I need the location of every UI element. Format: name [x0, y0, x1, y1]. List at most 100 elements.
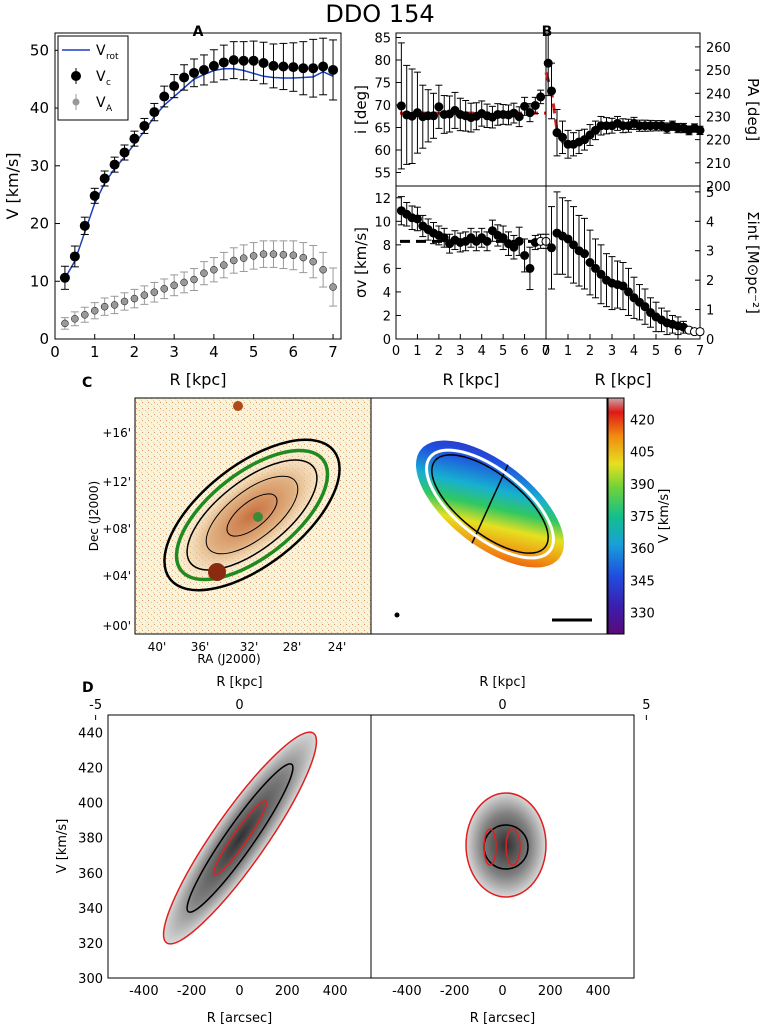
y-tick-label: 380 [78, 832, 103, 847]
y-tick-label: 30 [30, 157, 49, 175]
colorbar-tick-label: 420 [630, 413, 655, 428]
x-axis-label: R [kpc] [443, 370, 500, 389]
va-point [71, 315, 79, 323]
x-tick-label: 3 [456, 344, 464, 359]
vc-point [218, 57, 229, 68]
va-point [110, 301, 119, 309]
va-point [319, 265, 327, 274]
panel-d-label: D [82, 680, 94, 696]
vc-point [89, 190, 100, 201]
x-tick-label: 2 [130, 343, 140, 361]
vc-point [328, 64, 339, 75]
legend-label: V [96, 95, 106, 111]
colorbar-tick-label: 330 [630, 607, 655, 622]
data-point [547, 86, 556, 96]
y-tick-label: 440 [78, 727, 103, 742]
subplot-frame [545, 32, 701, 187]
y-tick-label: 5 [706, 186, 714, 201]
legend-sub: A [106, 104, 113, 114]
va-point [249, 252, 258, 260]
dec-axis-label: Dec (J2000) [87, 481, 101, 551]
va-point [220, 261, 228, 269]
y-tick-label: 10 [30, 272, 49, 290]
y-tick-label: 60 [374, 144, 391, 159]
subplot-B_pa: 200 210 220 230 240 250 260 PA [deg] [543, 32, 760, 195]
y-axis-label: V [km/s] [3, 152, 22, 219]
data-point [569, 240, 578, 250]
va-point [210, 265, 218, 274]
y-tick-label: 75 [374, 77, 391, 92]
data-point [591, 263, 600, 273]
top-x-axis-label: R [kpc] [479, 675, 525, 690]
x-tick-label: 6 [289, 343, 299, 361]
y-tick-label: 6 [383, 262, 391, 277]
vc-point [99, 173, 110, 184]
colorbar-tick-label: 405 [630, 446, 655, 461]
vc-point [278, 61, 289, 72]
y-tick-label: 55 [374, 167, 391, 182]
data-point [520, 250, 530, 260]
x-tick-label: 200 [275, 984, 300, 999]
vc-point [119, 147, 130, 158]
vc-point [129, 133, 140, 144]
data-point [695, 327, 705, 337]
y-tick-label: 0 [39, 330, 49, 348]
vc-point [298, 63, 309, 74]
colorbar-tick-label: 360 [630, 542, 655, 557]
y-tick-label: 320 [78, 937, 103, 952]
data-point [547, 243, 556, 253]
vc-point [228, 55, 239, 66]
panel-c-optical [134, 397, 372, 635]
data-point [624, 287, 633, 297]
y-tick-label: 3 [706, 245, 714, 260]
data-point [695, 125, 705, 135]
y-tick-label: 360 [78, 867, 103, 882]
x-tick-label: 0 [50, 343, 60, 361]
y-tick-label: 4 [383, 286, 391, 301]
va-point [180, 278, 188, 287]
x-tick-label: 5 [652, 344, 660, 359]
va-point [299, 253, 308, 262]
panel-c-velocity [370, 397, 625, 635]
vc-point [179, 72, 190, 83]
vc-point [59, 272, 70, 283]
x-axis-label: R [arcsec] [207, 1011, 272, 1026]
legend-sub: rot [106, 52, 119, 62]
panel-d-pv [107, 714, 635, 979]
data-point [498, 233, 508, 243]
vc-point [288, 62, 299, 73]
legend-sub: c [106, 78, 111, 88]
x-tick-label: -400 [129, 984, 159, 999]
x-tick-label: 1 [413, 344, 421, 359]
va-point [61, 319, 69, 328]
y-axis-label: PA [deg] [744, 78, 760, 141]
x-tick-label: 400 [323, 984, 348, 999]
vc-point [248, 55, 259, 66]
y-tick-label: 200 [706, 180, 731, 195]
y-tick-label: 210 [706, 157, 731, 172]
y-tick-label: 0 [383, 333, 391, 348]
data-point [439, 233, 449, 243]
panel-c-label: C [82, 375, 92, 391]
data-point [640, 302, 650, 312]
x-tick-label: 0 [542, 344, 550, 359]
va-point [120, 297, 129, 306]
x-tick-label: 7 [328, 343, 338, 361]
y-tick-label: 12 [374, 192, 391, 207]
x-axis-label: R [kpc] [595, 370, 652, 389]
panel-a-label: A [193, 24, 204, 40]
y-tick-label: 20 [30, 215, 49, 233]
legend-label: V [96, 69, 106, 85]
top-x-axis-label: R [kpc] [216, 675, 262, 690]
ra-axis-label: RA (J2000) [197, 652, 260, 666]
legend-box [57, 35, 129, 121]
vc-point [159, 91, 170, 102]
va-point [150, 288, 159, 296]
data-point [412, 214, 422, 224]
x-axis-label: R [kpc] [170, 370, 227, 389]
va-point [140, 291, 149, 299]
x-tick-label: 4 [630, 344, 638, 359]
x-tick-label: 5 [499, 344, 507, 359]
